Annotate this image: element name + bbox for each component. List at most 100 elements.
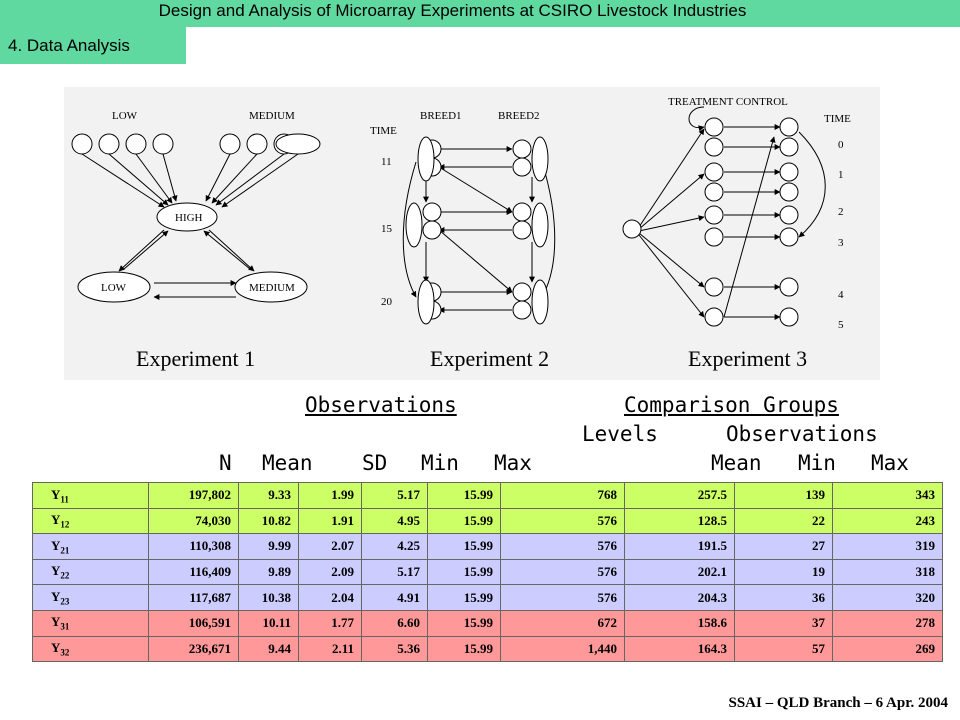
- cell-obs-max: 243: [832, 507, 943, 535]
- col-sd-header: SD: [362, 451, 388, 475]
- cell-n: 117,687: [148, 584, 239, 611]
- exp1-caption: Experiment 1: [136, 346, 255, 371]
- cell-mean: 9.44: [238, 635, 299, 663]
- cell-levels: 576: [500, 584, 625, 611]
- cell-min: 4.91: [361, 584, 428, 611]
- cell-n: 236,671: [148, 635, 239, 663]
- section-title: 4. Data Analysis: [8, 36, 130, 55]
- row-label: Y31: [32, 609, 149, 637]
- experiment-1-diagram: [71, 133, 321, 303]
- table-row: Y21 110,308 9.99 2.07 4.25 15.99 576 191.5 27 319: [32, 533, 943, 560]
- cell-n: 197,802: [148, 482, 239, 509]
- row-label: Y22: [32, 558, 149, 586]
- cell-max: 15.99: [427, 584, 501, 611]
- cell-levels: 768: [500, 482, 625, 509]
- row-label: Y32: [32, 635, 149, 663]
- table-row: Y32 236,671 9.44 2.11 5.36 15.99 1,440 164.3 57 2…: [32, 635, 943, 663]
- cell-max: 15.99: [427, 635, 501, 663]
- levels-heading: Levels: [582, 422, 658, 446]
- exp3-time-3: 3: [838, 237, 844, 249]
- cell-min: 5.17: [361, 482, 428, 509]
- exp1-low-top-label: LOW: [112, 110, 138, 122]
- row-label: Y11: [32, 482, 149, 509]
- cell-obs-max: 320: [832, 584, 943, 611]
- cell-sd: 2.04: [298, 584, 362, 611]
- cell-obs-mean: 128.5: [624, 507, 735, 535]
- exp2-time-20: 20: [381, 296, 393, 308]
- cell-levels: 576: [500, 558, 625, 586]
- slide-title: Design and Analysis of Microarray Experi…: [158, 1, 747, 20]
- cell-max: 15.99: [427, 558, 501, 586]
- col-min-header: Min: [421, 451, 459, 475]
- statistics-table: Y11 197,802 9.33 1.99 5.17 15.99 768 257.5 139 34…: [32, 482, 943, 663]
- cell-min: 4.95: [361, 507, 428, 535]
- cell-max: 15.99: [427, 482, 501, 509]
- cell-n: 116,409: [148, 558, 239, 586]
- observations-heading: Observations: [305, 393, 457, 417]
- cell-obs-mean: 191.5: [624, 533, 735, 560]
- cell-obs-mean: 164.3: [624, 635, 735, 663]
- cell-obs-max: 319: [832, 533, 943, 560]
- cell-max: 15.99: [427, 507, 501, 535]
- cell-obs-mean: 158.6: [624, 609, 735, 637]
- exp2-breed1-label: BREED1: [420, 110, 462, 122]
- exp1-high-label: HIGH: [175, 212, 203, 224]
- cell-n: 110,308: [148, 533, 239, 560]
- col-mean-header: Mean: [262, 451, 313, 475]
- cell-sd: 2.11: [298, 635, 362, 663]
- footer-text: SSAI – QLD Branch – 6 Apr. 2004: [728, 695, 949, 711]
- cell-max: 15.99: [427, 609, 501, 637]
- exp2-time-15: 15: [381, 223, 393, 235]
- cell-obs-mean: 202.1: [624, 558, 735, 586]
- exp3-time-5: 5: [838, 319, 844, 331]
- cell-obs-min: 27: [734, 533, 833, 560]
- cell-obs-max: 269: [832, 635, 943, 663]
- cell-obs-min: 139: [734, 482, 833, 509]
- cell-min: 6.60: [361, 609, 428, 637]
- exp2-time-11: 11: [381, 156, 392, 168]
- cell-mean: 10.82: [238, 507, 299, 535]
- table-row: Y12 74,030 10.82 1.91 4.95 15.99 576 128.5 22 243: [32, 507, 943, 535]
- title-bar: Design and Analysis of Microarray Experi…: [0, 0, 960, 27]
- cell-levels: 576: [500, 507, 625, 535]
- col-n-header: N: [219, 451, 232, 475]
- cell-obs-max: 343: [832, 482, 943, 509]
- exp2-breed2-label: BREED2: [498, 110, 540, 122]
- exp3-time-0: 0: [838, 139, 844, 151]
- table-row: Y23 117,687 10.38 2.04 4.91 15.99 576 204.3 36 32…: [32, 584, 943, 611]
- row-label: Y12: [32, 507, 149, 535]
- exp3-title-label: TREATMENT CONTROL: [668, 96, 788, 108]
- cell-sd: 1.91: [298, 507, 362, 535]
- exp3-caption: Experiment 3: [688, 346, 807, 371]
- experiment-2-diagram: [402, 136, 556, 325]
- table-row: Y31 106,591 10.11 1.77 6.60 15.99 672 158.6 37 27…: [32, 609, 943, 637]
- cell-sd: 1.99: [298, 482, 362, 509]
- observations-subheading: Observations: [726, 422, 878, 446]
- cell-obs-max: 278: [832, 609, 943, 637]
- table-row: Y11 197,802 9.33 1.99 5.17 15.99 768 257.5 139 34…: [32, 482, 943, 509]
- cell-mean: 9.99: [238, 533, 299, 560]
- cell-min: 5.17: [361, 558, 428, 586]
- col-obs-mean-header: Mean: [711, 451, 762, 475]
- cell-sd: 2.09: [298, 558, 362, 586]
- cell-min: 5.36: [361, 635, 428, 663]
- cell-levels: 576: [500, 533, 625, 560]
- col-obs-min-header: Min: [798, 451, 836, 475]
- col-obs-max-header: Max: [871, 451, 909, 475]
- exp1-low-bottom-label: LOW: [101, 282, 127, 294]
- cell-mean: 10.38: [238, 584, 299, 611]
- cell-obs-mean: 257.5: [624, 482, 735, 509]
- cell-obs-min: 36: [734, 584, 833, 611]
- experiment-diagrams: LOW MEDIUM HIGH LOW MEDIUM Experiment 1 …: [64, 87, 880, 380]
- cell-levels: 672: [500, 609, 625, 637]
- exp3-time-4: 4: [838, 289, 844, 301]
- exp2-caption: Experiment 2: [430, 346, 549, 371]
- exp3-time-1: 1: [838, 169, 844, 181]
- table-row: Y22 116,409 9.89 2.09 5.17 15.99 576 202.1 19 318: [32, 558, 943, 586]
- cell-n: 106,591: [148, 609, 239, 637]
- cell-obs-min: 37: [734, 609, 833, 637]
- exp1-medium-top-label: MEDIUM: [249, 110, 295, 122]
- cell-mean: 9.89: [238, 558, 299, 586]
- exp2-time-label: TIME: [370, 125, 397, 137]
- section-tab: 4. Data Analysis: [0, 27, 186, 64]
